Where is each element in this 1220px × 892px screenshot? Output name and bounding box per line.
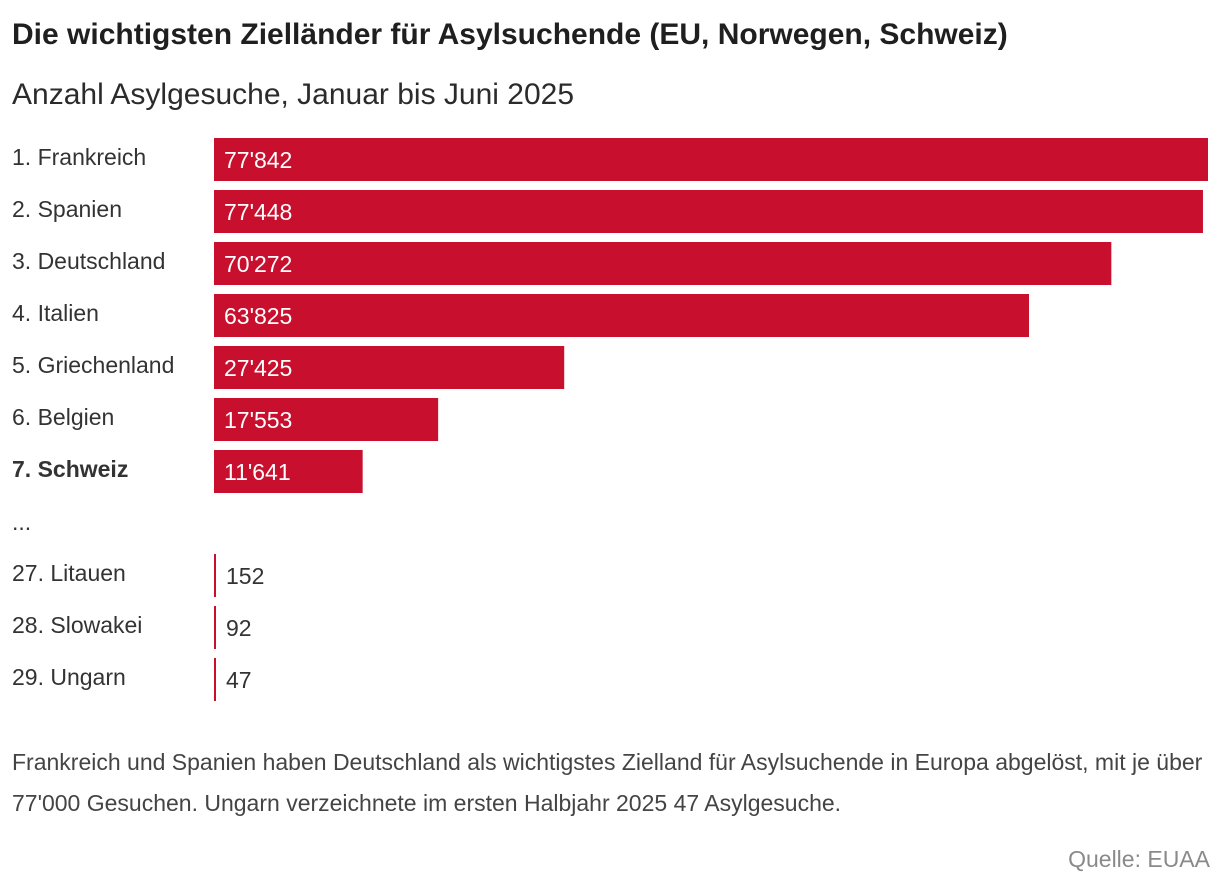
category-label: 5. Griechenland [12,352,174,378]
category-label: 29. Ungarn [12,664,126,690]
value-label: 92 [226,615,252,641]
value-label: 77'448 [224,199,292,225]
bar [214,346,565,389]
separator-ellipsis: ... [12,509,31,535]
category-label: 3. Deutschland [12,248,165,274]
category-label: 2. Spanien [12,196,122,222]
bar [214,138,1208,181]
value-label: 27'425 [224,355,292,381]
value-label: 17'553 [224,407,292,433]
bar [214,554,216,597]
category-label: 7. Schweiz [12,456,128,482]
value-label: 152 [226,563,264,589]
bar [214,398,439,441]
chart-subtitle: Anzahl Asylgesuche, Januar bis Juni 2025 [12,78,575,111]
source-note: Quelle: EUAA [1068,846,1210,872]
category-label: 6. Belgien [12,404,114,430]
value-label: 11'641 [224,459,291,485]
bar [214,242,1112,285]
value-label: 47 [226,667,252,693]
value-label: 77'842 [224,147,292,173]
bar [214,450,363,493]
bar [214,294,1030,337]
bar [214,606,216,649]
bar [214,658,216,701]
bar [214,190,1203,233]
category-label: 4. Italien [12,300,99,326]
value-label: 63'825 [224,303,292,329]
value-label: 70'272 [224,251,292,277]
chart-title: Die wichtigsten Zielländer für Asylsuche… [12,18,1008,51]
category-label: 28. Slowakei [12,612,142,638]
category-label: 1. Frankreich [12,144,146,170]
category-label: 27. Litauen [12,560,126,586]
chart-footnote: Frankreich und Spanien haben Deutschland… [12,749,1203,816]
